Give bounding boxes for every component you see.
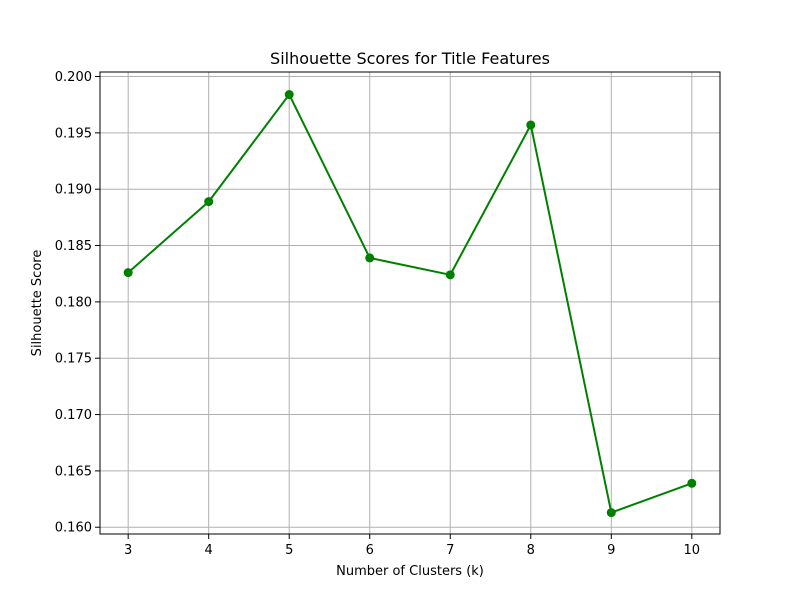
- data-point: [687, 478, 697, 488]
- y-tick-label: 0.180: [55, 295, 92, 310]
- data-point: [284, 90, 294, 100]
- x-axis-ticks: 3 4 5 6 7 8 9 10: [124, 534, 700, 558]
- y-tick-label: 0.175: [55, 352, 92, 367]
- series-markers: [123, 90, 697, 518]
- x-tick-label: 10: [684, 543, 701, 558]
- data-point: [365, 253, 375, 263]
- data-point: [445, 270, 455, 280]
- chart-title: Silhouette Scores for Title Features: [270, 49, 550, 68]
- plot-area-frame: [99, 71, 721, 535]
- y-tick-label: 0.185: [55, 239, 92, 254]
- y-axis-label: Silhouette Score: [30, 250, 45, 357]
- y-tick-label: 0.190: [55, 183, 92, 198]
- y-tick-label: 0.170: [55, 408, 92, 423]
- y-axis-ticks: 0.160 0.165 0.170 0.175 0.180 0.185 0.190 0.195…: [55, 70, 100, 536]
- x-tick-label: 5: [285, 543, 293, 558]
- x-tick-label: 6: [366, 543, 374, 558]
- x-tick-label: 7: [446, 543, 454, 558]
- y-tick-label: 0.165: [55, 464, 92, 479]
- x-axis-label: Number of Clusters (k): [336, 564, 484, 579]
- data-point: [606, 508, 616, 518]
- y-tick-label: 0.200: [55, 70, 92, 85]
- y-tick-label: 0.195: [55, 126, 92, 141]
- x-tick-label: 8: [527, 543, 535, 558]
- y-tick-label: 0.160: [55, 521, 92, 536]
- data-point: [123, 268, 133, 278]
- series-line-path: [127, 93, 693, 514]
- x-tick-label: 9: [607, 543, 615, 558]
- series-line: [127, 93, 693, 514]
- x-tick-label: 3: [124, 543, 132, 558]
- data-point: [526, 120, 536, 130]
- data-point: [204, 197, 214, 207]
- x-tick-label: 4: [205, 543, 213, 558]
- grid-lines: [100, 72, 720, 534]
